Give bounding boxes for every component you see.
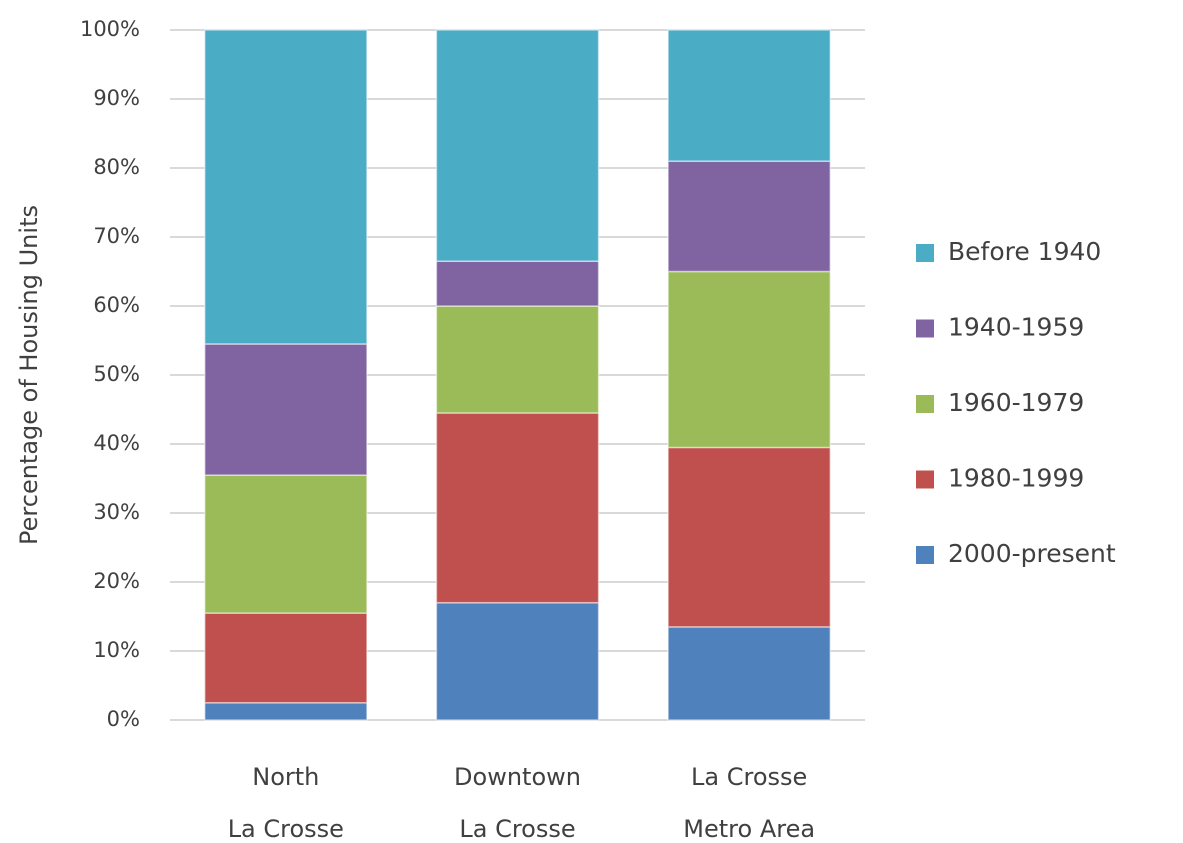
y-tick-label: 50% [93,362,140,386]
bar-segment [204,702,368,721]
bar-segment [667,270,831,449]
x-tick-label: La Crosse [228,815,344,843]
legend-swatch [916,244,934,262]
x-tick-label: Downtown [454,763,581,791]
y-tick-label: 10% [93,638,140,662]
bar-segment [204,612,368,704]
bar-segment [204,29,368,345]
legend-label: 1960-1979 [948,388,1084,417]
legend-swatch [916,546,934,564]
legend-swatch [916,470,934,489]
bar-segment [435,305,600,414]
y-tick-label: 70% [93,224,140,248]
bar-segment [435,29,600,262]
legend-label: 1980-1999 [948,464,1084,493]
bar-segment [435,260,600,307]
y-tick-label: 90% [93,86,140,110]
legend-label: 2000-present [948,539,1116,568]
bar-segment [204,474,368,614]
y-tick-label: 20% [93,569,140,593]
y-tick-label: 100% [80,17,140,41]
legend-label: Before 1940 [948,237,1101,266]
bar-segment [435,601,600,721]
bar-segment [667,446,831,628]
y-tick-label: 40% [93,431,140,455]
y-tick-label: 80% [93,155,140,179]
y-tick-label: 30% [93,500,140,524]
legend-swatch [916,395,934,413]
x-tick-label: La Crosse [459,815,575,843]
legend-label: 1940-1959 [948,313,1084,342]
y-tick-label: 60% [93,293,140,317]
x-tick-label: Metro Area [683,815,815,843]
legend-swatch [916,319,934,338]
bar-segment [667,160,831,273]
y-axis-title: Percentage of Housing Units [15,205,43,545]
x-tick-label: North [252,763,319,791]
bar-segment [667,29,831,162]
bar-segment [667,626,831,721]
x-tick-label: La Crosse [691,763,807,791]
bar-segment [204,343,368,476]
bar-segment [435,412,600,604]
y-tick-label: 0% [107,707,140,731]
